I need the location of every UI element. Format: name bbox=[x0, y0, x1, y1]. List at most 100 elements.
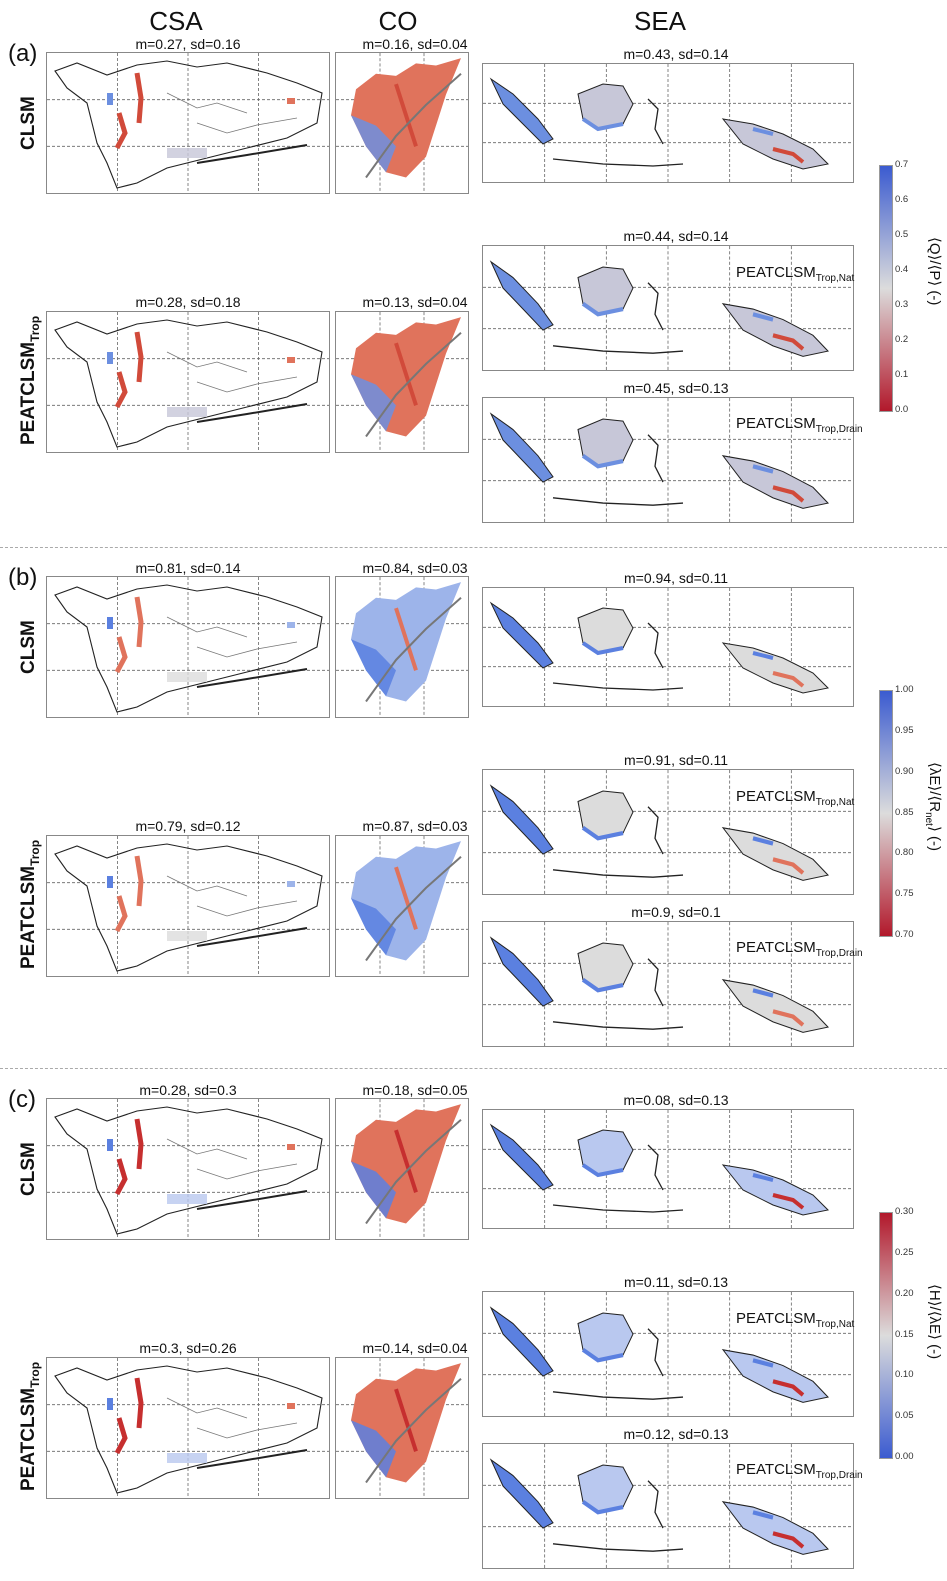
row-label-peatclsm-trop: PEATCLSMTrop bbox=[18, 840, 42, 969]
colorbar-tick: 0.90 bbox=[895, 765, 914, 777]
section-separator bbox=[0, 1068, 947, 1069]
sea-label-base: PEATCLSM bbox=[736, 264, 816, 281]
colorbar-tick: 0.30 bbox=[895, 1206, 914, 1217]
panel-letter: (b) bbox=[8, 564, 38, 591]
colorbar-tick: 0.2 bbox=[895, 334, 909, 345]
map-csa-clsm bbox=[46, 52, 330, 194]
stat-csa-clsm: m=0.81, sd=0.14 bbox=[135, 560, 241, 576]
map-sea-clsm bbox=[482, 587, 854, 707]
row-label-subscript: Trop bbox=[27, 839, 42, 866]
column-header-co: CO bbox=[378, 6, 418, 36]
map-csa-peatclsm bbox=[46, 1357, 330, 1499]
colorbar-tick: 0.20 bbox=[895, 1287, 914, 1299]
colorbar-tick: 0.6 bbox=[895, 194, 909, 205]
colorbar-tick: 0.00 bbox=[895, 1451, 914, 1462]
section-separator bbox=[0, 547, 947, 548]
colorbar-tick: 0.75 bbox=[895, 888, 914, 900]
map-co-clsm bbox=[335, 52, 469, 194]
row-label-base: PEATCLSM bbox=[18, 1387, 39, 1491]
stat-sea-nat: m=0.91, sd=0.11 bbox=[623, 752, 729, 768]
map-sea-clsm bbox=[482, 63, 854, 183]
sea-label-drain: PEATCLSMTrop,Drain bbox=[736, 1461, 863, 1481]
row-label-clsm: CLSM bbox=[18, 96, 39, 150]
sea-label-base: PEATCLSM bbox=[736, 788, 816, 805]
map-sea-drain bbox=[482, 921, 854, 1047]
stat-sea-nat: m=0.44, sd=0.14 bbox=[623, 228, 729, 244]
stat-sea-clsm: m=0.43, sd=0.14 bbox=[623, 46, 729, 62]
stat-co-peatclsm: m=0.13, sd=0.04 bbox=[362, 294, 468, 310]
sea-label-drain: PEATCLSMTrop,Drain bbox=[736, 939, 863, 959]
panel-letter: (c) bbox=[8, 1086, 36, 1113]
map-csa-peatclsm bbox=[46, 311, 330, 453]
stat-co-clsm: m=0.16, sd=0.04 bbox=[362, 36, 468, 52]
stat-co-peatclsm: m=0.87, sd=0.03 bbox=[362, 818, 468, 834]
colorbar-title: ⟨H⟩/⟨λE⟩ (-) bbox=[926, 1284, 944, 1359]
stat-csa-peatclsm: m=0.3, sd=0.26 bbox=[139, 1340, 237, 1356]
colorbar-tick: 0.25 bbox=[895, 1246, 914, 1258]
row-label-peatclsm-trop: PEATCLSMTrop bbox=[18, 316, 42, 445]
map-co-peatclsm bbox=[335, 1357, 469, 1499]
colorbar-tick: 0.15 bbox=[895, 1328, 914, 1340]
sea-label-nat: PEATCLSMTrop,Nat bbox=[736, 264, 854, 284]
sea-label-subscript: Trop,Nat bbox=[815, 797, 855, 808]
map-co-peatclsm bbox=[335, 311, 469, 453]
colorbar-tick: 0.0 bbox=[895, 404, 909, 415]
stat-sea-clsm: m=0.94, sd=0.11 bbox=[623, 570, 729, 586]
colorbar-title: ⟨Q⟩/⟨P⟩ (-) bbox=[926, 237, 944, 305]
sea-label-base: PEATCLSM bbox=[736, 1310, 816, 1327]
colorbar-tick: 0.95 bbox=[895, 724, 914, 736]
colorbar-tick: 0.80 bbox=[895, 847, 914, 859]
colorbar-tick: 0.3 bbox=[895, 299, 909, 310]
colorbar-tick: 1.00 bbox=[895, 684, 914, 695]
sea-label-base: PEATCLSM bbox=[736, 1461, 816, 1478]
colorbar-title: ⟨λE⟩/⟨Rnet⟩ (-) bbox=[923, 762, 944, 851]
row-label-clsm: CLSM bbox=[18, 620, 39, 674]
stat-csa-clsm: m=0.28, sd=0.3 bbox=[139, 1082, 237, 1098]
sea-label-nat: PEATCLSMTrop,Nat bbox=[736, 1310, 854, 1330]
stat-co-peatclsm: m=0.14, sd=0.04 bbox=[362, 1340, 468, 1356]
stat-csa-clsm: m=0.27, sd=0.16 bbox=[135, 36, 241, 52]
colorbar-title-text: ⟨λE⟩/⟨R bbox=[926, 762, 943, 813]
row-label-base: PEATCLSM bbox=[18, 865, 39, 969]
map-csa-clsm bbox=[46, 1098, 330, 1240]
sea-label-subscript: Trop,Nat bbox=[815, 1319, 855, 1330]
colorbar-tick: 0.70 bbox=[895, 929, 914, 940]
sea-label-subscript: Trop,Drain bbox=[815, 948, 863, 959]
colorbar-tick: 0.05 bbox=[895, 1410, 914, 1422]
row-label-clsm: CLSM bbox=[18, 1142, 39, 1196]
colorbar bbox=[879, 165, 893, 412]
colorbar-tick: 0.10 bbox=[895, 1369, 914, 1381]
stat-co-clsm: m=0.18, sd=0.05 bbox=[362, 1082, 468, 1098]
stat-sea-drain: m=0.9, sd=0.1 bbox=[631, 904, 721, 920]
sea-label-nat: PEATCLSMTrop,Nat bbox=[736, 788, 854, 808]
stat-sea-clsm: m=0.08, sd=0.13 bbox=[623, 1092, 729, 1108]
map-csa-clsm bbox=[46, 576, 330, 718]
map-sea-nat bbox=[482, 769, 854, 895]
colorbar-tick: 0.4 bbox=[895, 264, 909, 275]
stat-csa-peatclsm: m=0.79, sd=0.12 bbox=[135, 818, 241, 834]
colorbar-title-text: ⟨Q⟩/⟨P⟩ (-) bbox=[926, 237, 943, 306]
column-header-csa: CSA bbox=[149, 6, 203, 36]
colorbar-title-suffix: ⟩ (-) bbox=[926, 825, 943, 851]
colorbar-tick: 0.85 bbox=[895, 806, 914, 818]
map-sea-nat bbox=[482, 245, 854, 371]
colorbar bbox=[879, 690, 893, 937]
map-co-clsm bbox=[335, 1098, 469, 1240]
stat-sea-drain: m=0.45, sd=0.13 bbox=[623, 380, 729, 396]
sea-label-base: PEATCLSM bbox=[736, 939, 816, 956]
sea-label-subscript: Trop,Drain bbox=[815, 1470, 863, 1481]
map-co-peatclsm bbox=[335, 835, 469, 977]
stat-co-clsm: m=0.84, sd=0.03 bbox=[362, 560, 468, 576]
colorbar-tick: 0.7 bbox=[895, 159, 909, 170]
map-co-clsm bbox=[335, 576, 469, 718]
stat-csa-peatclsm: m=0.28, sd=0.18 bbox=[135, 294, 241, 310]
panel-letter: (a) bbox=[8, 40, 38, 67]
row-label-base: PEATCLSM bbox=[18, 341, 39, 445]
colorbar-tick: 0.5 bbox=[895, 229, 909, 240]
sea-label-subscript: Trop,Nat bbox=[815, 273, 855, 284]
colorbar-tick: 0.1 bbox=[895, 369, 909, 380]
sea-label-drain: PEATCLSMTrop,Drain bbox=[736, 415, 863, 435]
colorbar-title-text: ⟨H⟩/⟨λE⟩ (-) bbox=[926, 1284, 943, 1360]
map-csa-peatclsm bbox=[46, 835, 330, 977]
row-label-subscript: Trop bbox=[27, 315, 42, 342]
